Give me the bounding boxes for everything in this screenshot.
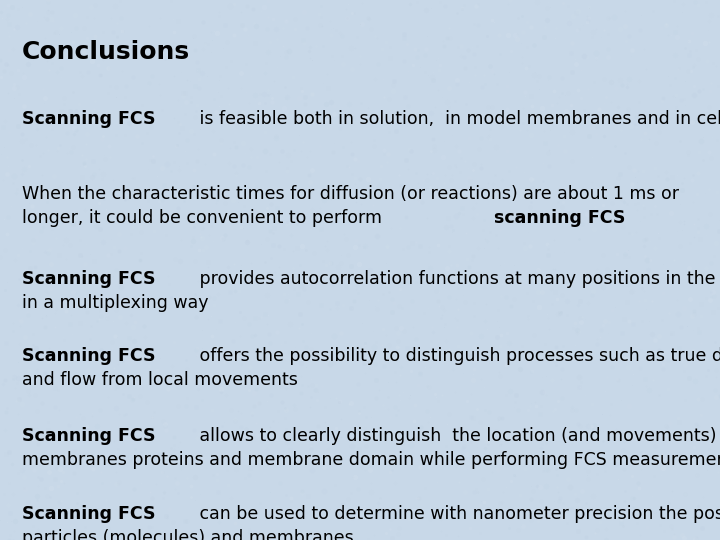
Text: Scanning FCS: Scanning FCS [22, 427, 156, 445]
Text: Scanning FCS: Scanning FCS [22, 347, 156, 365]
Text: allows to clearly distinguish  the location (and movements) of: allows to clearly distinguish the locati… [194, 427, 720, 445]
Text: and flow from local movements: and flow from local movements [22, 372, 298, 389]
Text: particles (molecules) and membranes: particles (molecules) and membranes [22, 529, 354, 540]
Text: scanning FCS: scanning FCS [494, 210, 625, 227]
Text: in a multiplexing way: in a multiplexing way [22, 294, 209, 312]
Text: membranes proteins and membrane domain while performing FCS measurements: membranes proteins and membrane domain w… [22, 451, 720, 469]
Text: Conclusions: Conclusions [22, 40, 190, 64]
Text: is feasible both in solution,  in model membranes and in cells: is feasible both in solution, in model m… [194, 110, 720, 128]
Text: offers the possibility to distinguish processes such as true diffusion: offers the possibility to distinguish pr… [194, 347, 720, 365]
Text: Scanning FCS: Scanning FCS [22, 505, 156, 523]
Text: longer, it could be convenient to perform: longer, it could be convenient to perfor… [22, 210, 387, 227]
Text: When the characteristic times for diffusion (or reactions) are about 1 ms or: When the characteristic times for diffus… [22, 185, 679, 203]
Text: Scanning FCS: Scanning FCS [22, 270, 156, 288]
Text: provides autocorrelation functions at many positions in the sample: provides autocorrelation functions at ma… [194, 270, 720, 288]
Text: Scanning FCS: Scanning FCS [22, 110, 156, 128]
Text: can be used to determine with nanometer precision the positions of: can be used to determine with nanometer … [194, 505, 720, 523]
